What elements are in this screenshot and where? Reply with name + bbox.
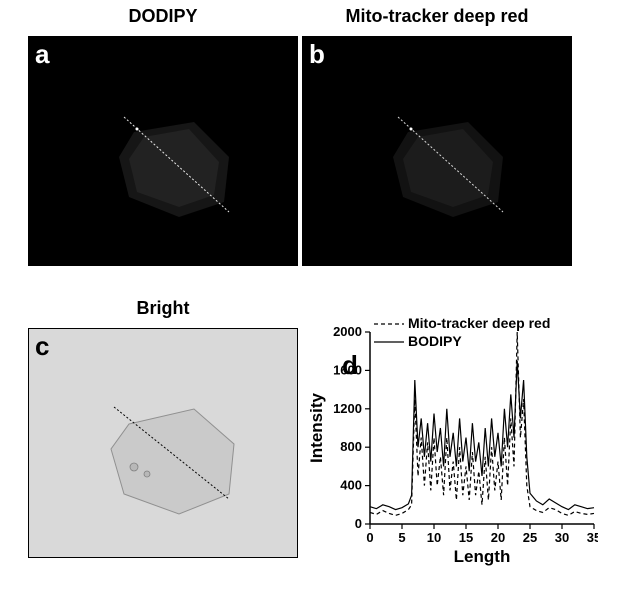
svg-text:Mito-tracker deep red: Mito-tracker deep red [408, 318, 550, 331]
panel-b-title: Mito-tracker deep red [302, 6, 572, 27]
panel-a-letter: a [35, 39, 49, 70]
svg-text:15: 15 [459, 530, 473, 545]
svg-text:0: 0 [366, 530, 373, 545]
panel-a-cell [29, 37, 298, 266]
svg-text:10: 10 [427, 530, 441, 545]
svg-text:35: 35 [587, 530, 598, 545]
panel-c-cell [29, 329, 298, 558]
svg-text:Intensity: Intensity [307, 393, 326, 463]
panel-a-image: a [28, 36, 298, 266]
panel-c: Bright c [28, 300, 298, 558]
svg-text:800: 800 [340, 439, 362, 454]
panel-d-chart: d Mito-tracker deep red BODIPY 0 5 10 15 20 25 3… [302, 318, 598, 588]
svg-text:BODIPY: BODIPY [408, 333, 462, 349]
panel-c-title: Bright [28, 298, 298, 319]
panel-b-letter: b [309, 39, 325, 70]
svg-text:Length: Length [454, 547, 511, 566]
svg-text:25: 25 [523, 530, 537, 545]
panel-c-letter: c [35, 331, 49, 362]
panel-c-image: c [28, 328, 298, 558]
panel-a-title: DODIPY [28, 6, 298, 27]
panel-b-cell [303, 37, 572, 266]
svg-text:20: 20 [491, 530, 505, 545]
panel-d-letter: d [342, 350, 358, 381]
panel-a: DODIPY a [28, 8, 298, 266]
svg-text:0: 0 [355, 516, 362, 531]
svg-text:30: 30 [555, 530, 569, 545]
svg-text:1200: 1200 [333, 401, 362, 416]
svg-text:400: 400 [340, 478, 362, 493]
panel-b-image: b [302, 36, 572, 266]
svg-text:5: 5 [398, 530, 405, 545]
panel-b: Mito-tracker deep red b [302, 8, 572, 266]
svg-text:2000: 2000 [333, 324, 362, 339]
